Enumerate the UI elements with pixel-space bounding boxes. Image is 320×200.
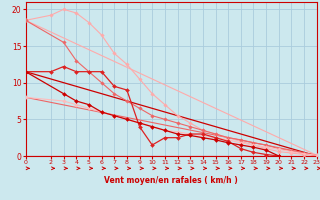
- X-axis label: Vent moyen/en rafales ( km/h ): Vent moyen/en rafales ( km/h ): [104, 176, 238, 185]
